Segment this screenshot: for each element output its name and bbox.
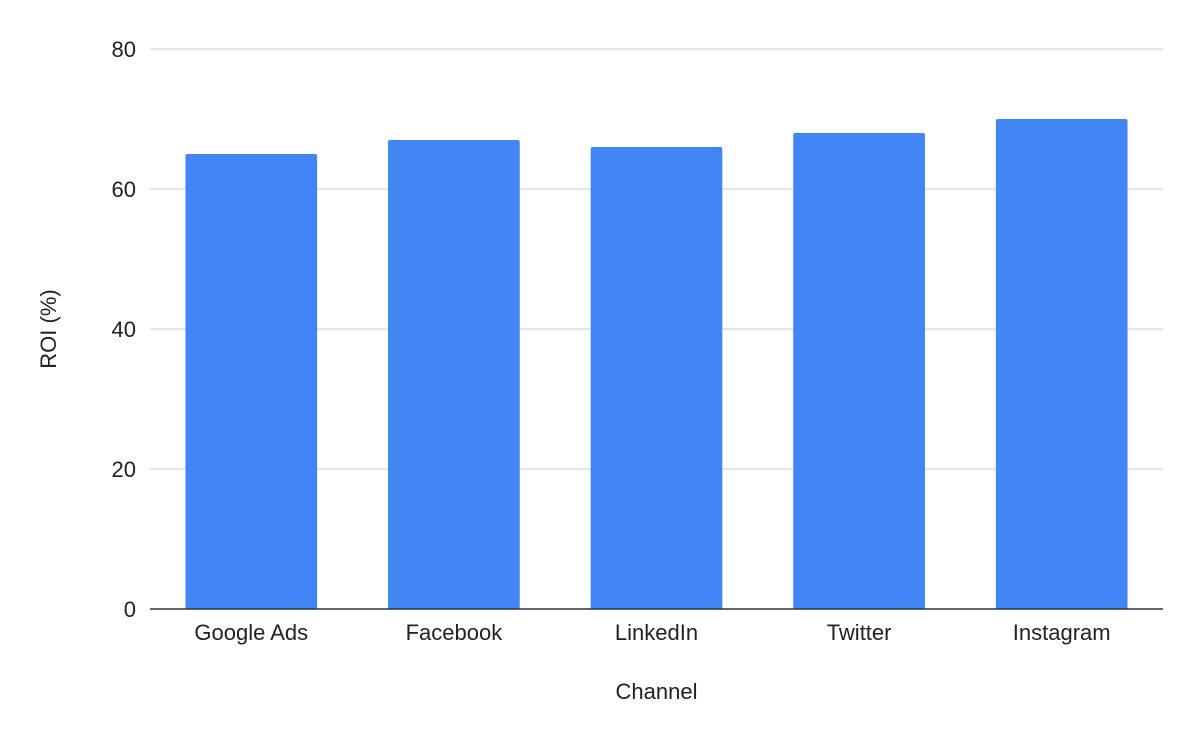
bar-google-ads	[185, 154, 318, 609]
y-axis-title: ROI (%)	[36, 289, 61, 368]
x-tick-label: Google Ads	[194, 620, 308, 645]
y-tick-label: 60	[112, 177, 136, 202]
x-tick-label: Facebook	[406, 620, 504, 645]
x-tick-label: Twitter	[827, 620, 892, 645]
y-tick-label: 40	[112, 317, 136, 342]
y-tick-label: 20	[112, 457, 136, 482]
bar-facebook	[388, 140, 520, 609]
x-axis-ticks: Google Ads Facebook LinkedIn Twitter Instagr…	[194, 620, 1110, 645]
bar-instagram	[995, 119, 1128, 609]
x-tick-label: LinkedIn	[615, 620, 698, 645]
bars	[185, 119, 1128, 609]
bar-twitter	[793, 133, 925, 609]
y-tick-label: 80	[112, 37, 136, 62]
bar-linkedin	[590, 147, 723, 609]
y-tick-label: 0	[124, 597, 136, 622]
x-tick-label: Instagram	[1013, 620, 1111, 645]
y-axis-ticks: 0 20 40 60 80	[112, 37, 136, 622]
x-axis-title: Channel	[616, 679, 698, 704]
